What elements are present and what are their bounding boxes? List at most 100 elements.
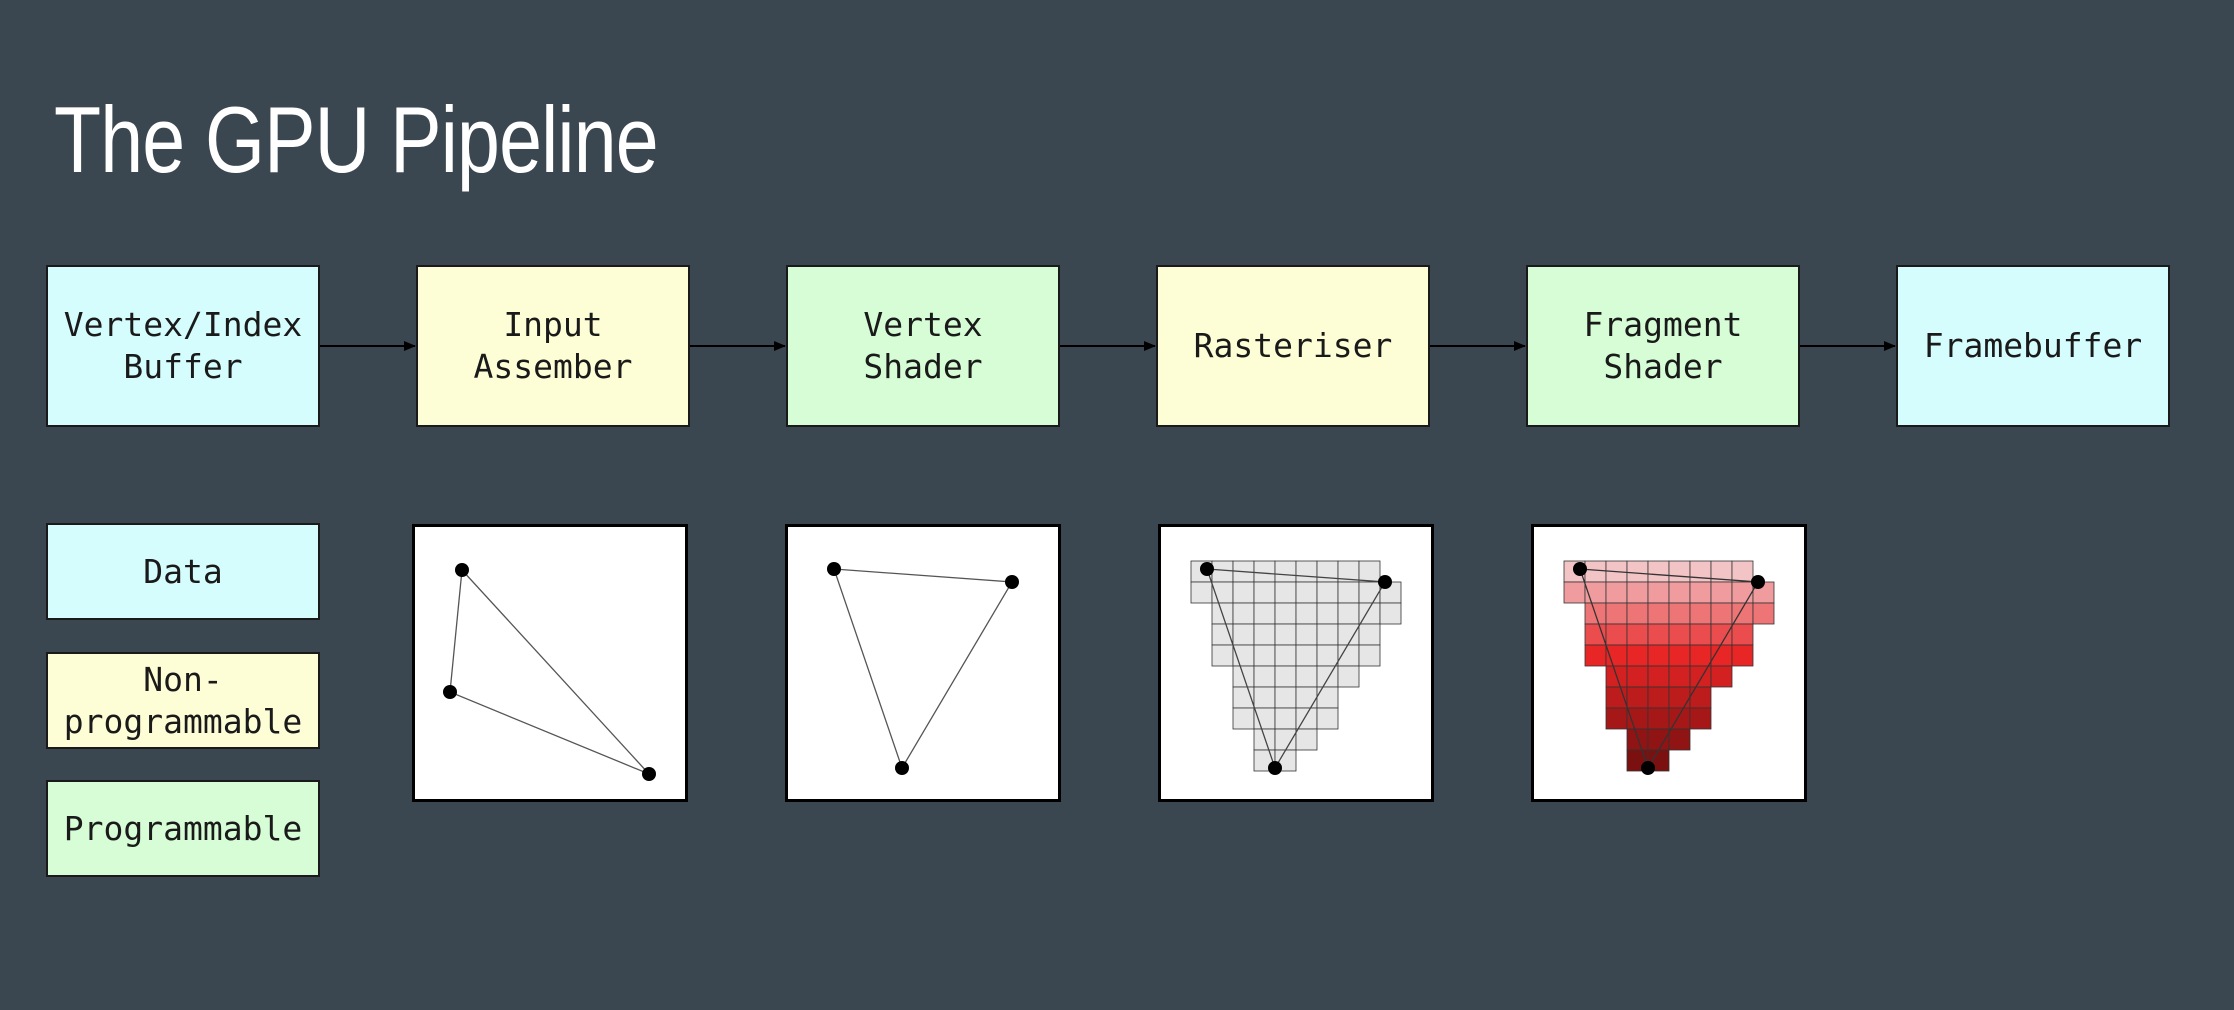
pixel-cell <box>1295 560 1318 583</box>
pixel-cell <box>1647 686 1670 709</box>
pixel-cell <box>1668 665 1691 688</box>
pixel-cell <box>1295 665 1318 688</box>
pixel-cell <box>1337 623 1360 646</box>
vertex-shader-diagram <box>827 562 1019 775</box>
panel-vertex-shader <box>785 524 1061 802</box>
pixel-cell <box>1605 707 1628 730</box>
fragment-shader-diagram <box>1563 560 1775 775</box>
legend-data: Data <box>46 523 320 620</box>
pixel-cell <box>1626 602 1649 625</box>
pixel-cell <box>1668 707 1691 730</box>
pixel-cell <box>1253 623 1276 646</box>
pixel-cell <box>1358 644 1381 667</box>
pixel-cell <box>1316 623 1339 646</box>
stage-input-assembler: Input Assember <box>416 265 690 427</box>
pixel-cell <box>1190 581 1213 604</box>
vertex-point <box>642 767 656 781</box>
pixel-cell <box>1337 665 1360 688</box>
pixel-cell <box>1211 560 1234 583</box>
pixel-cell <box>1752 602 1775 625</box>
pixel-cell <box>1710 581 1733 604</box>
pixel-cell <box>1274 644 1297 667</box>
pixel-cell <box>1710 623 1733 646</box>
pixel-cell <box>1253 602 1276 625</box>
pixel-cell <box>1295 602 1318 625</box>
pixel-cell <box>1668 560 1691 583</box>
pixel-cell <box>1232 581 1255 604</box>
vertex-point <box>827 562 841 576</box>
stage-vertex-shader: Vertex Shader <box>786 265 1060 427</box>
pixel-cell <box>1689 707 1712 730</box>
pixel-cell <box>1253 707 1276 730</box>
panel-input-assembler <box>412 524 688 802</box>
pixel-cell <box>1731 560 1754 583</box>
pixel-cell <box>1584 644 1607 667</box>
pixel-cell <box>1626 686 1649 709</box>
pixel-cell <box>1731 581 1754 604</box>
pixel-cell <box>1626 581 1649 604</box>
pixel-cell <box>1274 581 1297 604</box>
pixel-cell <box>1253 665 1276 688</box>
pixel-cell <box>1626 707 1649 730</box>
pixel-cell <box>1295 581 1318 604</box>
pixel-cell <box>1274 665 1297 688</box>
legend-programmable: Programmable <box>46 780 320 877</box>
pixel-cell <box>1668 581 1691 604</box>
pixel-cell <box>1295 686 1318 709</box>
pixel-cell <box>1731 623 1754 646</box>
pixel-cell <box>1647 728 1670 751</box>
pixel-cell <box>1253 581 1276 604</box>
stage-framebuffer: Framebuffer <box>1896 265 2170 427</box>
pixel-cell <box>1253 644 1276 667</box>
pixel-cell <box>1232 602 1255 625</box>
pixel-cell <box>1689 581 1712 604</box>
pixel-cell <box>1626 728 1649 751</box>
pixel-cell <box>1605 602 1628 625</box>
rasteriser-diagram <box>1190 560 1402 775</box>
pixel-cell <box>1626 623 1649 646</box>
pixel-cell <box>1668 728 1691 751</box>
pixel-cell <box>1316 581 1339 604</box>
pixel-cell <box>1647 560 1670 583</box>
pixel-cell <box>1253 728 1276 751</box>
pixel-cell <box>1689 665 1712 688</box>
stage-rasteriser: Rasteriser <box>1156 265 1430 427</box>
pixel-cell <box>1689 686 1712 709</box>
pixel-cell <box>1274 686 1297 709</box>
pixel-cell <box>1211 644 1234 667</box>
pixel-cell <box>1710 665 1733 688</box>
vertex-point <box>443 685 457 699</box>
pixel-cell <box>1626 665 1649 688</box>
pixel-cell <box>1253 686 1276 709</box>
pixel-cell <box>1605 623 1628 646</box>
pixel-cell <box>1337 581 1360 604</box>
pixel-cell <box>1295 623 1318 646</box>
vertex-point <box>895 761 909 775</box>
pixel-cell <box>1316 665 1339 688</box>
pixel-cell <box>1668 602 1691 625</box>
pixel-cell <box>1358 581 1381 604</box>
pixel-cell <box>1647 665 1670 688</box>
vertex-point <box>1751 575 1765 589</box>
stage-vertex-index-buffer: Vertex/Index Buffer <box>46 265 320 427</box>
pixel-cell <box>1295 644 1318 667</box>
pixel-cell <box>1358 623 1381 646</box>
panel-rasteriser <box>1158 524 1434 802</box>
pixel-cell <box>1274 560 1297 583</box>
pixel-cell <box>1379 602 1402 625</box>
vertex-point <box>1005 575 1019 589</box>
pixel-cell <box>1232 623 1255 646</box>
legend-non-programmable: Non- programmable <box>46 652 320 749</box>
vertex-point <box>1573 562 1587 576</box>
pixel-cell <box>1626 644 1649 667</box>
page-title: The GPU Pipeline <box>54 87 659 192</box>
vertex-point <box>1641 761 1655 775</box>
pixel-cell <box>1647 707 1670 730</box>
pixel-cell <box>1647 602 1670 625</box>
pixel-cell <box>1253 560 1276 583</box>
pixel-cell <box>1316 644 1339 667</box>
pixel-cell <box>1274 707 1297 730</box>
pixel-cell <box>1605 581 1628 604</box>
vertex-point <box>1268 761 1282 775</box>
